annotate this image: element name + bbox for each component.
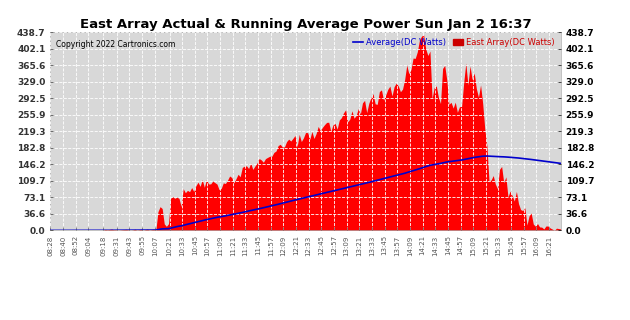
Title: East Array Actual & Running Average Power Sun Jan 2 16:37: East Array Actual & Running Average Powe… [80, 18, 531, 31]
Legend: Average(DC Watts), East Array(DC Watts): Average(DC Watts), East Array(DC Watts) [352, 36, 556, 49]
Text: Copyright 2022 Cartronics.com: Copyright 2022 Cartronics.com [55, 40, 175, 49]
